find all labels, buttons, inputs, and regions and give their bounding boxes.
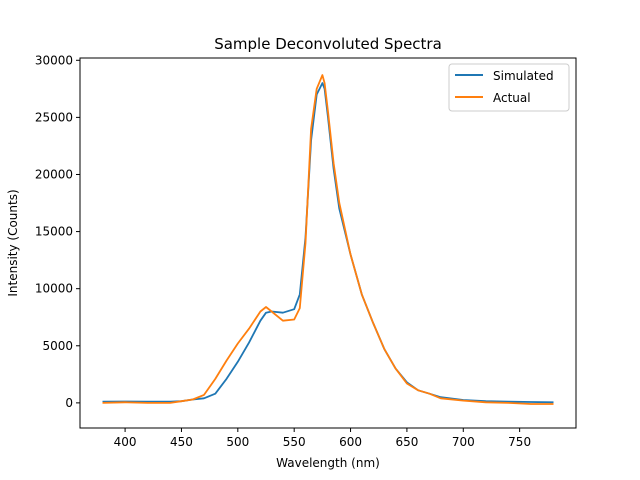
series-layer	[102, 74, 554, 405]
y-tick-label: 15000	[35, 225, 73, 239]
x-tick-label: 400	[114, 435, 137, 449]
x-axis-label: Wavelength (nm)	[276, 456, 380, 470]
y-tick-label: 0	[65, 396, 73, 410]
legend-label-actual: Actual	[493, 91, 531, 105]
y-tick-label: 10000	[35, 282, 73, 296]
legend-label-simulated: Simulated	[493, 69, 554, 83]
x-tick-label: 500	[226, 435, 249, 449]
y-axis-ticks: 0 5000 10000 15000 20000 25000 30000	[35, 53, 80, 410]
y-tick-label: 20000	[35, 167, 73, 181]
x-tick-label: 450	[170, 435, 193, 449]
legend: Simulated Actual	[448, 63, 570, 112]
x-axis-ticks: 400 450 500 550 600 650 700 750	[114, 428, 531, 449]
y-tick-label: 25000	[35, 110, 73, 124]
chart-title: Sample Deconvoluted Spectra	[214, 35, 442, 53]
x-tick-label: 650	[395, 435, 418, 449]
y-tick-label: 5000	[42, 339, 73, 353]
y-axis-label: Intensity (Counts)	[6, 189, 20, 296]
x-tick-label: 750	[508, 435, 531, 449]
plot-frame	[79, 57, 577, 429]
y-tick-label: 30000	[35, 53, 73, 67]
x-tick-label: 700	[452, 435, 475, 449]
x-tick-label: 550	[283, 435, 306, 449]
x-tick-label: 600	[339, 435, 362, 449]
series-line-actual	[102, 74, 554, 405]
